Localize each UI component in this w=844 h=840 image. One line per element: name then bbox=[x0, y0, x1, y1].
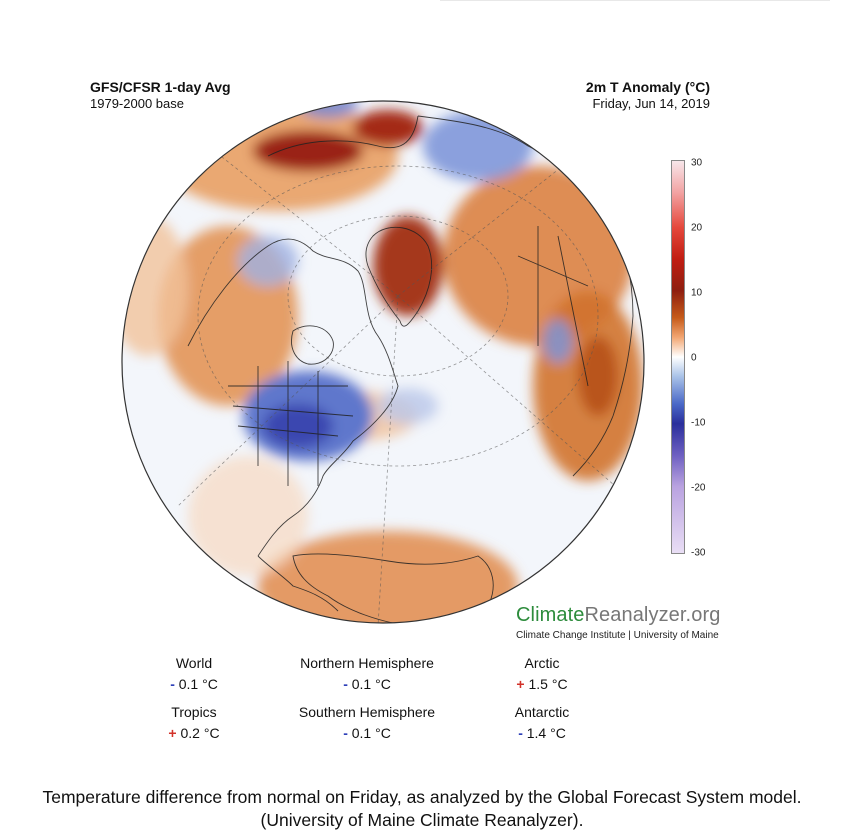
date-label: Friday, Jun 14, 2019 bbox=[592, 96, 710, 111]
stat-world: World - 0.1 °C bbox=[104, 655, 284, 693]
color-scale-bar bbox=[671, 160, 685, 554]
scale-tick-label: -30 bbox=[691, 547, 706, 559]
stat-southern-hemisphere: Southern Hemisphere - 0.1 °C bbox=[277, 704, 457, 742]
stat-tropics: Tropics + 0.2 °C bbox=[104, 704, 284, 742]
stat-value: 1.4 °C bbox=[526, 725, 566, 741]
scale-tick-label: -10 bbox=[691, 417, 706, 429]
stat-label: Northern Hemisphere bbox=[300, 655, 434, 671]
stat-sign: - bbox=[170, 676, 175, 692]
stat-northern-hemisphere: Northern Hemisphere - 0.1 °C bbox=[277, 655, 457, 693]
scale-tick-label: 30 bbox=[691, 157, 703, 169]
climate-reanalyzer-logo: ClimateReanalyzer.org Climate Change Ins… bbox=[516, 604, 720, 641]
top-divider bbox=[440, 0, 830, 1]
color-scale-gradient bbox=[672, 161, 684, 553]
scale-tick-label: 0 bbox=[691, 352, 697, 364]
stat-label: Tropics bbox=[171, 704, 217, 720]
scale-tick-label: 20 bbox=[691, 222, 703, 234]
stat-value: 0.1 °C bbox=[351, 676, 391, 692]
stat-value: 0.2 °C bbox=[180, 725, 220, 741]
brand-subline: Climate Change Institute | University of… bbox=[516, 630, 719, 641]
stat-label: Antarctic bbox=[514, 704, 570, 720]
stat-sign: - bbox=[343, 725, 348, 741]
scale-tick-label: 10 bbox=[691, 287, 703, 299]
baseline-label: 1979-2000 base bbox=[90, 96, 184, 111]
stat-antarctic: Antarctic - 1.4 °C bbox=[452, 704, 632, 742]
graticule bbox=[177, 145, 639, 623]
brand-reanalyzer: Reanalyzer.org bbox=[584, 604, 721, 626]
stat-sign: + bbox=[168, 725, 177, 741]
header-left: GFS/CFSR 1-day Avg 1979-2000 base bbox=[90, 79, 231, 112]
brand-climate: Climate bbox=[516, 604, 585, 626]
climate-map-figure: GFS/CFSR 1-day Avg 1979-2000 base 2m T A… bbox=[90, 0, 830, 742]
model-title: GFS/CFSR 1-day Avg bbox=[90, 79, 231, 95]
scale-tick-label: -20 bbox=[691, 482, 706, 494]
stat-value: 1.5 °C bbox=[528, 676, 568, 692]
stat-sign: - bbox=[343, 676, 348, 692]
stat-value: 0.1 °C bbox=[351, 725, 391, 741]
stat-label: Southern Hemisphere bbox=[298, 704, 436, 720]
stat-arctic: Arctic + 1.5 °C bbox=[452, 655, 632, 693]
orthographic-globe-map bbox=[121, 100, 645, 624]
stat-label: World bbox=[175, 655, 213, 671]
variable-title: 2m T Anomaly (°C) bbox=[585, 79, 710, 95]
stat-sign: - bbox=[518, 725, 523, 741]
stat-label: Arctic bbox=[524, 655, 560, 671]
figure-caption: Temperature difference from normal on Fr… bbox=[42, 787, 802, 830]
stat-value: 0.1 °C bbox=[178, 676, 218, 692]
stat-sign: + bbox=[516, 676, 525, 692]
header-right: 2m T Anomaly (°C) Friday, Jun 14, 2019 bbox=[586, 79, 710, 112]
